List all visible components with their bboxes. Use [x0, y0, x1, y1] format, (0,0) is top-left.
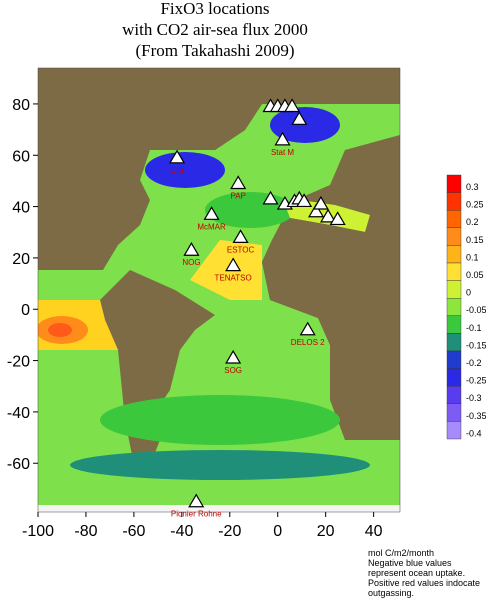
colorbar-label: 0.05 [466, 270, 484, 280]
x-tick-label: -40 [170, 523, 193, 540]
land [215, 68, 290, 150]
land [262, 218, 400, 440]
note: Positive red values indocate [368, 578, 480, 588]
station-marker [232, 229, 249, 243]
flux-patch [270, 107, 340, 143]
colorbar-label: -0.4 [466, 428, 482, 438]
colorbar-label: 0.15 [466, 235, 484, 245]
station-marker [320, 208, 337, 223]
station-marker [296, 193, 313, 208]
title-line: with CO2 air-sea flux 2000 [122, 20, 308, 39]
colorbar-swatch [446, 174, 462, 193]
colorbar-label: 0.1 [466, 252, 479, 262]
colorbar-swatch [446, 227, 462, 246]
x-tick-label: -80 [74, 523, 97, 540]
colorbar-swatch [446, 421, 462, 440]
colorbar-label: -0.05 [466, 305, 486, 315]
x-tick-label: -20 [218, 523, 241, 540]
colorbar-swatch [446, 192, 462, 211]
x-tick-label: -60 [122, 523, 145, 540]
y-tick-label: 20 [12, 251, 30, 268]
station-label: ESTOC [227, 245, 255, 254]
colorbar-swatch [446, 350, 462, 369]
map-frame [37, 67, 401, 513]
station-marker [299, 321, 316, 336]
x-tick-label: 20 [317, 523, 335, 540]
station-label: NOG [182, 258, 200, 267]
colorbar-label: -0.1 [466, 323, 482, 333]
station-label: SOG [224, 366, 242, 375]
colorbar-label: 0.3 [466, 182, 479, 192]
x-tick-label: -100 [22, 523, 54, 540]
note: Negative blue values [368, 558, 452, 568]
station-marker [312, 195, 329, 210]
colorbar-swatch [446, 280, 462, 299]
flux-patch [145, 152, 225, 188]
station-label: McMAR [197, 222, 226, 231]
station-marker [225, 257, 242, 272]
y-tick-label: 80 [12, 97, 30, 114]
station-marker [169, 149, 186, 164]
colorbar-swatch [446, 262, 462, 281]
colorbar-label: -0.15 [466, 340, 486, 350]
station-marker [188, 493, 205, 508]
colorbar-swatch [446, 386, 462, 405]
station-marker [308, 203, 325, 218]
station-marker [329, 211, 346, 226]
flux-patch [48, 323, 72, 337]
note: outgassing. [368, 588, 414, 598]
colorbar-swatch [446, 245, 462, 264]
colorbar-swatch [446, 368, 462, 387]
x-tick-label: 40 [365, 523, 383, 540]
note: mol C/m2/month [368, 548, 434, 558]
y-tick-label: -40 [7, 405, 30, 422]
station-marker [284, 98, 301, 113]
colorbar-swatch [446, 333, 462, 352]
colorbar-label: -0.2 [466, 358, 482, 368]
x-tick-label: 0 [273, 523, 282, 540]
station-label: PAP [230, 191, 245, 200]
colorbar-label: -0.25 [466, 376, 486, 386]
colorbar-swatch [446, 298, 462, 317]
flux-patch [70, 450, 370, 480]
note: represent ocean uptake. [368, 568, 465, 578]
colorbar-swatch [446, 403, 462, 422]
ice [38, 505, 400, 512]
map-area [38, 68, 400, 512]
y-tick-label: -60 [7, 456, 30, 473]
y-tick-label: -20 [7, 354, 30, 371]
colorbar-swatch [446, 209, 462, 228]
colorbar-label: 0.25 [466, 200, 484, 210]
station-marker [225, 349, 242, 364]
station-label: TENATSO [215, 274, 252, 283]
station-marker [274, 131, 291, 146]
colorbar-label: -0.3 [466, 393, 482, 403]
colorbar-label: 0 [466, 288, 471, 298]
title-line: FixO3 locations [160, 0, 269, 18]
y-tick-label: 60 [12, 148, 30, 165]
station-marker [183, 242, 200, 256]
title-line: (From Takahashi 2009) [135, 41, 294, 60]
station-label: Pionier Rohne [171, 510, 222, 519]
y-tick-label: 0 [21, 302, 30, 319]
station-label: CIS [170, 166, 183, 175]
station-marker [203, 206, 220, 220]
station-marker [291, 111, 308, 125]
y-tick-label: 40 [12, 200, 30, 217]
colorbar-label: -0.35 [466, 411, 486, 421]
colorbar-swatch [446, 315, 462, 334]
station-label: DELOS 2 [291, 338, 325, 347]
station-marker [230, 175, 247, 190]
station-marker [262, 190, 279, 205]
flux-patch [100, 395, 340, 445]
colorbar-label: 0.2 [466, 217, 479, 227]
station-label: Stat M [271, 148, 294, 157]
